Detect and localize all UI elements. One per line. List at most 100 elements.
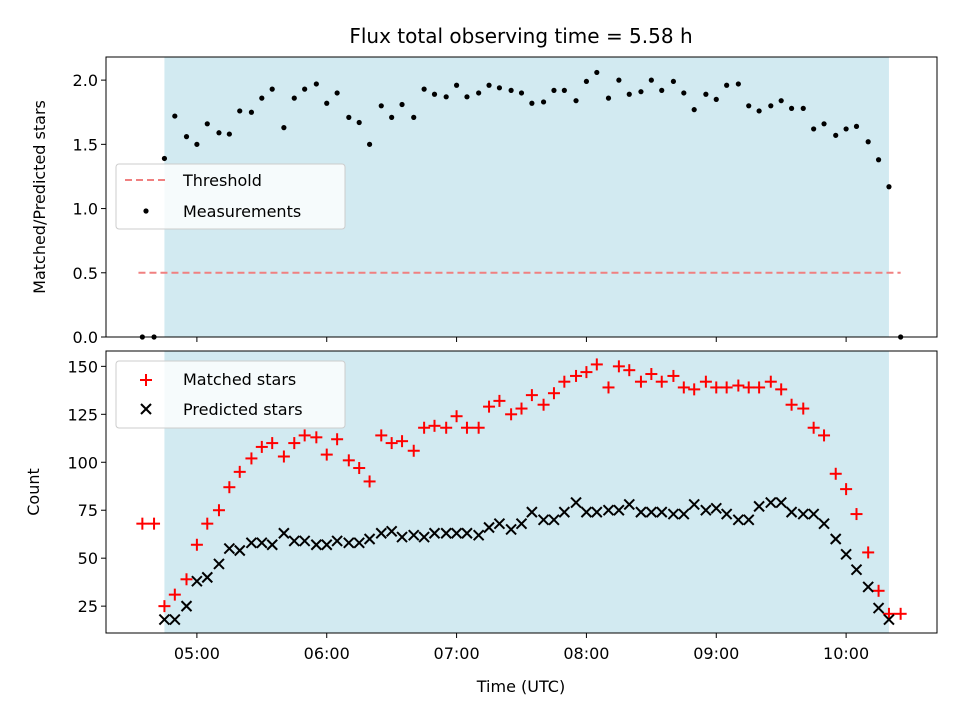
predicted-star-point xyxy=(278,527,290,539)
predicted-star-point xyxy=(613,504,625,516)
measurement-point xyxy=(746,103,752,109)
top-legend-box xyxy=(115,163,346,230)
predicted-star-point xyxy=(428,527,441,539)
bottom-y-tick-label: 50 xyxy=(78,549,98,568)
matched-star-point xyxy=(818,429,831,442)
bottom-axes-frame xyxy=(105,350,938,634)
predicted-star-point xyxy=(700,504,712,516)
top-y-tick-label: 1.5 xyxy=(73,135,98,154)
matched-star-point xyxy=(677,381,690,394)
bottom-y-ticks: 25 50 75 100 125 150 xyxy=(67,357,106,616)
matched-star-point xyxy=(310,431,323,444)
matched-star-point xyxy=(277,450,290,463)
x-tick-label: 08:00 xyxy=(563,644,609,663)
matched-star-point xyxy=(699,375,712,388)
measurement-point xyxy=(626,91,632,97)
x-axis-label: Time (UTC) xyxy=(476,677,565,696)
measurement-point xyxy=(346,114,352,120)
predicted-star-point xyxy=(537,514,550,526)
matched-star-point xyxy=(764,375,777,388)
matched-star-point xyxy=(829,467,842,480)
chart-title: Flux total observing time = 5.58 h xyxy=(349,24,692,48)
predicted-star-point xyxy=(515,517,528,530)
measurement-point xyxy=(659,87,665,93)
matched-star-point xyxy=(634,375,647,388)
matched-star-point xyxy=(201,517,214,530)
top-y-axis-label: Matched/Predicted stars xyxy=(30,100,49,294)
predicted-star-point xyxy=(180,600,193,612)
matched-star-point xyxy=(602,381,615,394)
predicted-star-point xyxy=(375,527,387,539)
matched-star-point xyxy=(840,483,853,496)
bottom-y-tick-label: 125 xyxy=(67,405,98,424)
measurement-point xyxy=(821,121,827,127)
matched-star-point xyxy=(407,444,420,457)
predicted-star-point xyxy=(591,506,603,518)
predicted-star-point xyxy=(667,508,680,520)
measurement-point xyxy=(865,139,871,145)
predicted-star-point xyxy=(256,537,268,549)
matched-stars-series xyxy=(136,358,907,620)
predicted-star-point xyxy=(602,504,615,516)
predicted-star-point xyxy=(440,527,452,539)
measurement-point xyxy=(886,184,892,190)
predicted-star-point xyxy=(245,537,258,549)
predicted-star-point xyxy=(656,506,668,518)
measurement-point xyxy=(302,86,308,92)
predicted-stars-series xyxy=(158,496,895,626)
measurement-point xyxy=(356,119,362,126)
measurement-point xyxy=(670,78,677,85)
measurement-point xyxy=(778,98,784,104)
predicted-star-point xyxy=(298,535,311,547)
measurement-point xyxy=(756,108,762,114)
predicted-star-point xyxy=(720,508,733,520)
matched-star-point xyxy=(342,454,355,467)
matched-star-point xyxy=(623,364,636,377)
matched-star-point xyxy=(580,366,593,379)
measurement-point xyxy=(204,121,210,127)
bottom-legend[interactable]: Matched stars Predicted stars xyxy=(115,360,346,429)
matched-star-point xyxy=(245,452,258,465)
matched-star-point xyxy=(688,383,701,396)
matched-star-point xyxy=(385,437,398,450)
measurement-point xyxy=(561,87,567,93)
matched-star-point xyxy=(775,383,788,396)
predicted-star-point xyxy=(266,539,278,551)
measurement-point xyxy=(616,77,622,83)
predicted-star-point xyxy=(234,544,246,557)
matched-star-point xyxy=(525,389,538,402)
measurement-point xyxy=(496,85,503,91)
predicted-star-point xyxy=(818,517,830,530)
top-y-tick-label: 0.5 xyxy=(73,264,98,283)
predicted-star-point xyxy=(688,498,700,511)
predicted-star-point xyxy=(418,531,430,543)
predicted-star-point xyxy=(483,521,495,534)
measurement-point xyxy=(768,103,774,109)
predicted-star-point xyxy=(353,537,365,549)
top-axes-frame xyxy=(105,56,938,338)
matched-star-point xyxy=(850,508,863,521)
matched-star-point xyxy=(872,584,885,597)
matched-star-point xyxy=(537,398,550,411)
measurement-point xyxy=(443,94,449,100)
matched-star-point xyxy=(440,421,453,434)
legend-predicted-label: Predicted stars xyxy=(183,400,303,419)
predicted-star-point xyxy=(201,571,213,584)
matched-star-point xyxy=(375,429,388,442)
predicted-star-point xyxy=(883,613,895,626)
matched-star-point xyxy=(472,421,485,434)
legend-measurements-label: Measurements xyxy=(183,202,301,221)
bottom-y-tick-label: 150 xyxy=(67,357,98,376)
predicted-star-point xyxy=(331,535,343,547)
measurement-point xyxy=(476,90,482,96)
measurements-series xyxy=(139,69,904,340)
predicted-star-point xyxy=(158,613,171,626)
matched-star-point xyxy=(255,440,268,453)
predicted-star-point xyxy=(169,613,181,626)
matched-star-point xyxy=(320,448,333,461)
matched-star-point xyxy=(710,381,723,394)
measurement-point xyxy=(681,90,687,96)
matched-star-point xyxy=(570,369,583,382)
top-legend[interactable]: Threshold Measurements xyxy=(115,163,346,230)
